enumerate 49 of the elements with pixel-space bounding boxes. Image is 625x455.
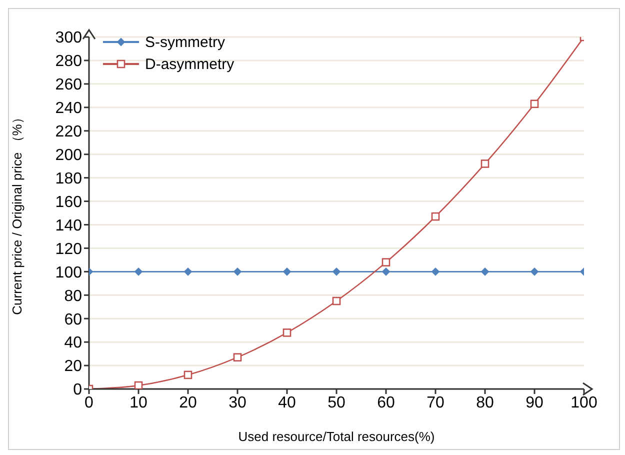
y-tick-label: 80	[64, 288, 82, 305]
point	[332, 296, 341, 306]
y-tick-label: 60	[64, 311, 82, 328]
point	[282, 328, 292, 337]
point	[134, 381, 143, 389]
y-tick-label: 180	[55, 170, 82, 188]
y-tick-label: 20	[64, 358, 82, 376]
y-tick-label: 240	[55, 100, 82, 118]
point	[184, 370, 192, 380]
point	[184, 268, 192, 276]
point	[382, 268, 390, 276]
point	[382, 258, 390, 266]
x-tick-label: 0	[84, 394, 94, 412]
x-tick-label: 100	[570, 394, 598, 412]
y-tick-label: 260	[55, 76, 82, 94]
y-tick-label: 140	[55, 217, 82, 234]
x-tick-label: 20	[179, 394, 197, 412]
y-tick-label: 220	[55, 124, 82, 141]
x-tick-label: 30	[228, 394, 246, 412]
x-tick-label: 70	[426, 394, 444, 412]
y-tick-label: 300	[55, 30, 82, 47]
y-tick-label: 120	[55, 240, 82, 258]
y-axis-title: Current price / Original price （%）	[10, 111, 25, 315]
point	[480, 160, 490, 168]
x-axis-title: Used resource/Total resources(%)	[238, 429, 435, 444]
point	[431, 212, 440, 221]
x-tick-label: 40	[278, 394, 296, 412]
x-tick-label: 90	[526, 394, 544, 412]
x-tick-label: 50	[328, 394, 346, 412]
point	[233, 353, 242, 362]
y-tick-label: 40	[64, 334, 82, 352]
point	[530, 100, 539, 108]
y-tick-label: 0	[73, 382, 82, 399]
x-tick-label: 60	[377, 394, 395, 412]
point	[234, 268, 242, 276]
point	[134, 268, 142, 276]
legend-label: D-asymmetry	[145, 56, 234, 72]
y-tick-label: 100	[55, 264, 82, 282]
point	[530, 268, 538, 276]
x-tick-label: 10	[130, 394, 148, 412]
point	[481, 268, 489, 276]
point	[283, 268, 291, 276]
y-tick-label: 280	[55, 53, 82, 70]
point	[332, 268, 340, 276]
x-tick-label: 80	[476, 394, 494, 412]
y-tick-label: 200	[55, 147, 82, 164]
point	[432, 268, 440, 276]
legend-label: S-symmetry	[145, 34, 225, 50]
y-tick-label: 160	[55, 194, 82, 211]
